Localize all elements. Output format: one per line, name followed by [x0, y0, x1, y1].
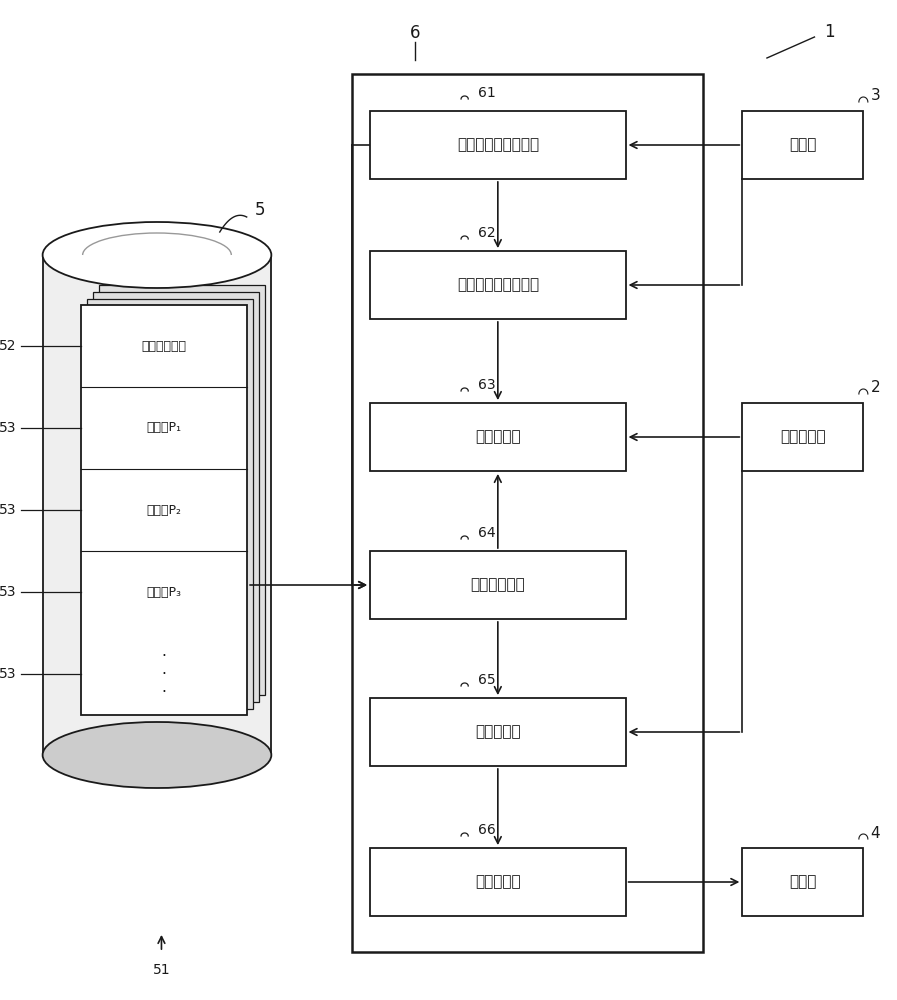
Text: 51: 51: [152, 963, 170, 977]
Bar: [743, 403, 863, 471]
Text: 显示控制部: 显示控制部: [475, 874, 520, 890]
Bar: [743, 848, 863, 916]
Text: 65: 65: [478, 673, 496, 687]
Bar: [370, 251, 625, 319]
Bar: [370, 848, 625, 916]
Bar: [370, 551, 625, 619]
Bar: [352, 74, 703, 952]
Bar: [92, 292, 258, 702]
Bar: [370, 111, 625, 179]
Bar: [42, 255, 271, 755]
Text: 标准値选定部: 标准値选定部: [470, 578, 526, 592]
Ellipse shape: [42, 222, 271, 288]
Text: 53: 53: [0, 667, 16, 681]
Text: 标准试样设定受理部: 标准试样设定受理部: [457, 137, 539, 152]
Text: 53: 53: [0, 585, 16, 599]
Text: 6: 6: [410, 24, 421, 42]
Bar: [86, 299, 253, 709]
Text: 53: 53: [0, 421, 16, 435]
Text: ·: ·: [161, 648, 167, 664]
Text: 分析范围设定受理部: 分析范围设定受理部: [457, 277, 539, 292]
Text: 标准値P₃: 标准値P₃: [146, 585, 182, 598]
Text: 质谱分析部: 质谱分析部: [780, 430, 825, 444]
Text: 64: 64: [478, 526, 496, 540]
Bar: [370, 698, 625, 766]
Text: 63: 63: [478, 378, 496, 392]
Text: 66: 66: [478, 823, 496, 837]
Bar: [370, 403, 625, 471]
Bar: [99, 285, 266, 695]
Text: 5: 5: [255, 201, 266, 219]
Text: 61: 61: [478, 86, 496, 100]
Text: 显示部: 显示部: [789, 874, 816, 890]
Text: 操作部: 操作部: [789, 137, 816, 152]
Text: 53: 53: [0, 503, 16, 517]
Text: 2: 2: [870, 380, 880, 395]
Text: 62: 62: [478, 226, 496, 240]
Text: 第一标准试样: 第一标准试样: [142, 340, 187, 353]
Text: 数据校正部: 数据校正部: [475, 724, 520, 740]
Text: 1: 1: [824, 23, 835, 41]
Text: 标准値P₂: 标准値P₂: [146, 503, 182, 516]
Text: 标准値P₁: 标准値P₁: [146, 421, 182, 434]
Text: 3: 3: [870, 89, 880, 104]
Text: 52: 52: [0, 339, 16, 353]
Bar: [81, 305, 247, 715]
Text: ·: ·: [161, 685, 167, 700]
Text: ·: ·: [161, 667, 167, 682]
Text: 数据获取部: 数据获取部: [475, 430, 520, 444]
Text: 4: 4: [870, 826, 880, 840]
Bar: [743, 111, 863, 179]
Ellipse shape: [42, 722, 271, 788]
